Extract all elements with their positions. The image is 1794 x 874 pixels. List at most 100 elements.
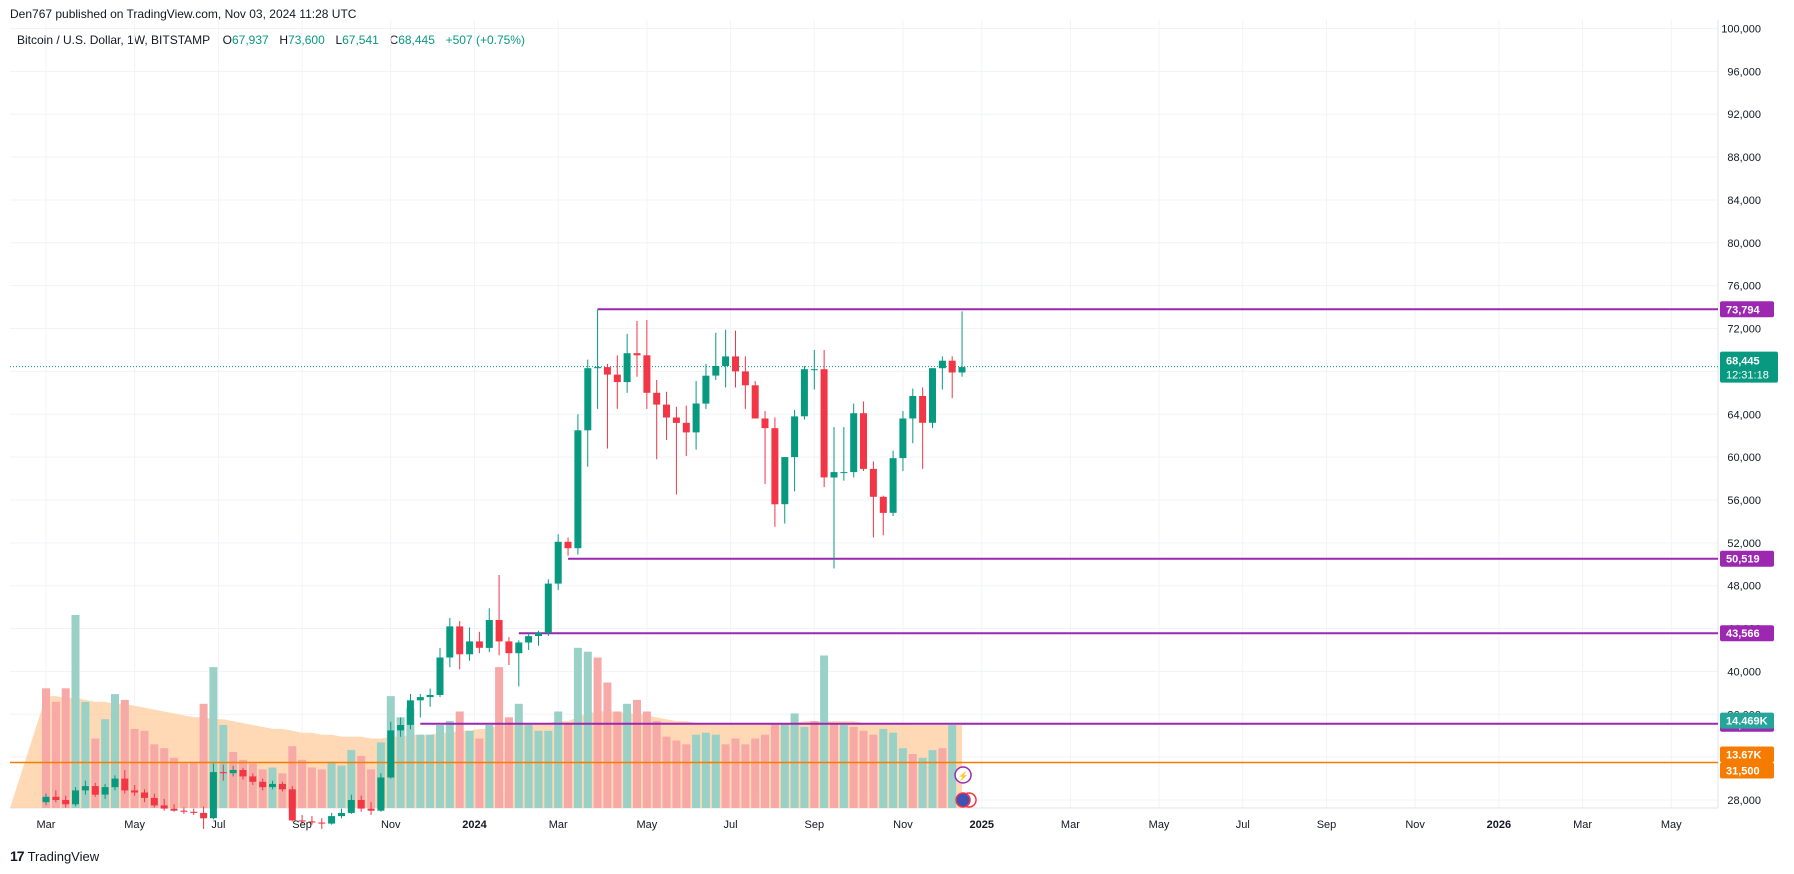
volume-bar [307,767,316,808]
volume-bar [948,725,957,808]
level-badge-bg [1720,301,1774,318]
candles [42,309,966,829]
candle [278,781,286,792]
candle [525,632,533,650]
candle-body [564,541,572,549]
candle [889,450,897,517]
candle-body [42,796,50,803]
volume-bar [406,707,415,808]
y-tick-label: 60,000 [1727,452,1761,464]
candle [584,359,592,467]
volume-bar [317,769,326,808]
volume-bar [327,761,336,808]
candle [357,795,365,812]
level-badge: 43,566 [1726,628,1760,640]
x-tick-label: May [124,819,145,831]
candle-body [347,800,355,813]
candle-body [367,808,375,811]
candle [820,349,828,488]
candle [860,401,867,472]
candle [958,311,966,377]
candle-body [81,786,89,791]
y-tick-label: 40,000 [1727,666,1761,678]
candle [594,309,602,409]
candle-body [535,632,542,636]
candle-body [820,369,828,478]
candle [554,534,562,590]
candle [623,333,631,393]
candle [190,808,198,816]
orange-level-badge-bg [1720,762,1774,779]
candle-body [741,371,749,386]
volume-badge-bg [1720,712,1774,729]
candle-body [791,416,799,458]
volume-bar [918,757,927,808]
candle [200,806,208,829]
candle [52,790,60,803]
candle [948,356,956,399]
candle [564,537,572,556]
volume-bar [701,732,710,808]
candle [338,808,345,819]
candle-body [485,620,493,648]
volume-bar [179,763,188,808]
candle-body [466,641,474,655]
candle [259,778,267,791]
candle-body [357,800,365,809]
y-tick-label: 100,000 [1721,24,1761,36]
candle-body [771,428,779,505]
candle [269,780,276,790]
candle [643,319,651,409]
volume-bar [623,703,632,808]
candle [663,391,670,440]
candle-body [781,457,789,505]
legend-symbol[interactable]: Bitcoin / U.S. Dollar, 1W, BITSTAMP [17,33,210,47]
volume-bar [564,723,572,808]
tradingview-brand[interactable]: 17 TradingView [10,848,99,864]
volume-bar [337,765,346,808]
volume-bar [81,701,90,809]
candle [239,767,247,780]
candle-body [554,541,562,584]
candle [869,461,877,538]
volume-bar [150,744,159,808]
us-flag-icon [955,792,971,808]
volume-bar [209,667,218,808]
legend-low-label: L [335,33,343,47]
candle-body [387,730,395,778]
level-badge: 50,519 [1726,554,1760,566]
x-tick-label: Mar [1573,819,1592,831]
candle [505,637,513,665]
candle-body [249,776,257,782]
volume-bar [298,759,307,809]
candle [131,784,139,796]
candle-body [544,583,552,633]
candle [426,688,434,707]
volume-bar [613,711,622,808]
volume-badge: 14.469K [1726,716,1768,728]
candle-body [416,697,424,701]
volume-bar [692,734,701,808]
candle [535,630,542,646]
volume-bar [347,750,356,808]
orange-upper-badge: 13.67K [1726,749,1762,761]
candle-body [672,417,680,423]
x-tick-label: May [1149,819,1170,831]
candle [81,780,89,795]
candle [741,356,749,409]
candle-body [446,626,454,658]
volume-bar [603,682,612,808]
candle-body [269,783,276,788]
candle-body [131,790,139,793]
candle-body [62,800,70,805]
candle [180,807,188,814]
candle [712,332,720,380]
y-tick-label: 72,000 [1727,324,1761,336]
volume-bar [780,723,789,808]
volume-bar [810,721,819,808]
x-tick-label: Jul [211,819,225,831]
volume-bar [120,699,129,808]
candle [170,804,178,812]
y-tick-label: 28,000 [1727,795,1761,807]
